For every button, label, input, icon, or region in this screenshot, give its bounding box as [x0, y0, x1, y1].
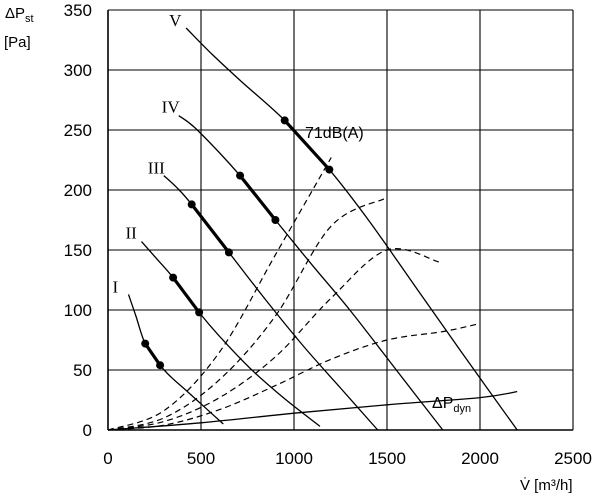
fan-curve-V [185, 27, 518, 431]
x-tick-label: 1500 [368, 449, 406, 468]
fan-curves [127, 27, 518, 431]
operating-segment-II [171, 276, 201, 314]
operating-point-IV [236, 171, 245, 180]
y-tick-label: 200 [64, 181, 92, 200]
curve-label-II: II [125, 224, 137, 243]
y-axis-unit: [Pa] [4, 34, 31, 51]
fan-curve-II [141, 241, 321, 427]
curve-label-I: I [112, 277, 118, 296]
fan-curve-IV [178, 115, 444, 431]
axes [107, 10, 573, 431]
operating-segment-IV [238, 174, 277, 222]
y-tick-label: 50 [73, 361, 92, 380]
curve-label-III: III [148, 159, 165, 178]
y-axis-label-sub: st [25, 13, 34, 25]
dynamic-pressure-line [107, 390, 518, 431]
operating-point-II [195, 308, 204, 317]
y-tick-label: 0 [83, 421, 92, 440]
operating-segment-I [143, 342, 162, 367]
dynamic-pressure-label-main: ΔP [432, 395, 453, 412]
operating-point-V [325, 165, 334, 174]
y-tick-label: 300 [64, 61, 92, 80]
dynamic-pressure-label-sub: dyn [453, 403, 471, 415]
x-tick-label: 1000 [275, 449, 313, 468]
operating-point-IV [271, 216, 280, 224]
system-curves [107, 157, 477, 431]
operating-point-V [280, 116, 289, 125]
system-curve [107, 157, 332, 431]
x-tick-label: 2000 [461, 449, 499, 468]
operating-point-III [224, 248, 233, 257]
fan-curve-III [163, 175, 379, 431]
x-tick-label: 0 [103, 449, 112, 468]
x-tick-label: 500 [187, 449, 215, 468]
fan-curve-I [127, 294, 224, 425]
operating-point-I [141, 339, 150, 348]
grid [108, 9, 574, 430]
y-tick-label: 250 [64, 121, 92, 140]
curve-label-IV: IV [162, 98, 181, 117]
y-tick-label: 100 [64, 301, 92, 320]
operating-segment-V [283, 118, 331, 172]
y-tick-label: 150 [64, 241, 92, 260]
tick-labels: 0 500 1000 1500 2000 2500 0 50 100 150 200 250 300 35… [64, 1, 592, 468]
dynamic-pressure-label: ΔPdyn [432, 395, 471, 415]
operating-point-III [187, 200, 196, 209]
operating-point-II [169, 273, 178, 282]
system-curve [107, 197, 386, 431]
operating-segment-III [190, 202, 231, 254]
curve-label-V: V [169, 11, 182, 30]
x-tick-label: 2500 [554, 449, 592, 468]
dynamic-pressure-curve [107, 390, 518, 431]
operating-point-I [156, 361, 165, 370]
system-curve [107, 323, 477, 431]
x-axis-label: V̇ [m³/h] [520, 477, 573, 494]
y-tick-label: 350 [64, 1, 92, 20]
y-axis-label: ΔPst [5, 5, 34, 25]
system-curve [107, 248, 440, 431]
y-axis-label-main: ΔP [5, 5, 25, 22]
noise-label: 71dB(A) [305, 125, 364, 142]
